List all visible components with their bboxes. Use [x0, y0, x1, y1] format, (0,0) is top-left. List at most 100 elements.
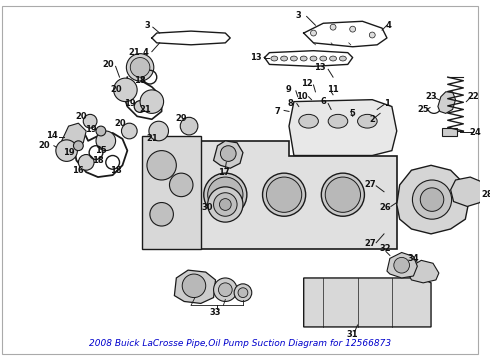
Polygon shape: [397, 165, 468, 234]
Ellipse shape: [350, 26, 356, 32]
Text: 31: 31: [347, 330, 359, 339]
Text: 8: 8: [287, 99, 293, 108]
Ellipse shape: [150, 203, 173, 226]
Text: 9: 9: [286, 85, 292, 94]
Ellipse shape: [114, 78, 137, 102]
Ellipse shape: [358, 114, 377, 128]
Ellipse shape: [369, 32, 375, 38]
Ellipse shape: [149, 121, 169, 141]
Text: 4: 4: [386, 21, 392, 30]
Ellipse shape: [208, 177, 243, 212]
Text: 13: 13: [250, 53, 262, 62]
Ellipse shape: [96, 126, 106, 136]
Ellipse shape: [340, 56, 346, 61]
Text: 32: 32: [379, 244, 391, 253]
Text: 3: 3: [296, 11, 302, 20]
Polygon shape: [410, 260, 439, 283]
Text: 24: 24: [469, 129, 481, 138]
Ellipse shape: [291, 56, 297, 61]
Text: 20: 20: [75, 112, 87, 121]
Ellipse shape: [281, 56, 288, 61]
Ellipse shape: [320, 56, 327, 61]
Ellipse shape: [78, 154, 94, 170]
Text: 19: 19: [124, 99, 136, 108]
Text: 21: 21: [139, 105, 151, 114]
Text: 14: 14: [46, 131, 58, 140]
Ellipse shape: [140, 90, 164, 113]
Polygon shape: [142, 136, 201, 248]
Ellipse shape: [83, 114, 97, 128]
Text: 20: 20: [111, 85, 122, 94]
Ellipse shape: [310, 56, 317, 61]
Ellipse shape: [74, 141, 83, 150]
Text: 18: 18: [110, 166, 122, 175]
Ellipse shape: [413, 180, 452, 219]
Ellipse shape: [330, 24, 336, 30]
Text: 5: 5: [350, 109, 356, 118]
Text: 26: 26: [379, 203, 391, 212]
Ellipse shape: [208, 187, 243, 222]
Polygon shape: [387, 252, 417, 278]
Ellipse shape: [299, 114, 318, 128]
Text: 21: 21: [128, 48, 140, 57]
Text: 22: 22: [467, 92, 479, 101]
Text: 30: 30: [202, 203, 214, 212]
Ellipse shape: [96, 131, 116, 150]
Text: 11: 11: [327, 85, 339, 94]
Ellipse shape: [420, 188, 444, 211]
Text: 17: 17: [218, 168, 229, 177]
Ellipse shape: [220, 146, 236, 161]
Polygon shape: [451, 177, 485, 206]
Text: 4: 4: [143, 48, 149, 57]
Ellipse shape: [182, 274, 206, 298]
Text: 7: 7: [274, 107, 280, 116]
Ellipse shape: [328, 114, 348, 128]
Ellipse shape: [300, 56, 307, 61]
Ellipse shape: [325, 177, 361, 212]
Polygon shape: [438, 92, 456, 113]
Text: 18: 18: [134, 76, 146, 85]
Polygon shape: [196, 141, 397, 248]
Ellipse shape: [147, 150, 176, 180]
Text: 3: 3: [144, 21, 150, 30]
Text: 18: 18: [92, 156, 104, 165]
Ellipse shape: [122, 123, 137, 139]
Text: 29: 29: [175, 114, 187, 123]
Ellipse shape: [321, 173, 365, 216]
Text: 33: 33: [210, 308, 221, 317]
Text: 19: 19: [85, 125, 97, 134]
Ellipse shape: [204, 173, 247, 216]
Ellipse shape: [126, 54, 154, 81]
Text: 27: 27: [365, 239, 376, 248]
Ellipse shape: [394, 257, 410, 273]
Text: 28: 28: [481, 190, 490, 199]
Bar: [442, 128, 457, 136]
Ellipse shape: [238, 288, 248, 298]
Ellipse shape: [130, 58, 150, 77]
Polygon shape: [304, 278, 431, 327]
Ellipse shape: [220, 199, 231, 210]
Polygon shape: [214, 141, 243, 168]
Text: 23: 23: [425, 92, 437, 101]
Ellipse shape: [170, 173, 193, 197]
Text: 13: 13: [315, 63, 326, 72]
Ellipse shape: [330, 56, 337, 61]
Ellipse shape: [180, 117, 198, 135]
Text: 25: 25: [417, 105, 429, 114]
Ellipse shape: [267, 177, 302, 212]
Polygon shape: [62, 123, 86, 149]
Text: 27: 27: [365, 180, 376, 189]
Text: 20: 20: [102, 60, 114, 69]
Text: 10: 10: [296, 92, 308, 101]
Ellipse shape: [56, 140, 77, 161]
Text: 16: 16: [73, 166, 84, 175]
Text: 20: 20: [38, 141, 50, 150]
Ellipse shape: [134, 101, 146, 112]
Text: 12: 12: [301, 80, 313, 89]
Text: 20: 20: [115, 119, 126, 128]
Text: 19: 19: [63, 148, 74, 157]
Ellipse shape: [214, 193, 237, 216]
Ellipse shape: [271, 56, 278, 61]
Ellipse shape: [263, 173, 306, 216]
Text: 15: 15: [95, 146, 107, 155]
